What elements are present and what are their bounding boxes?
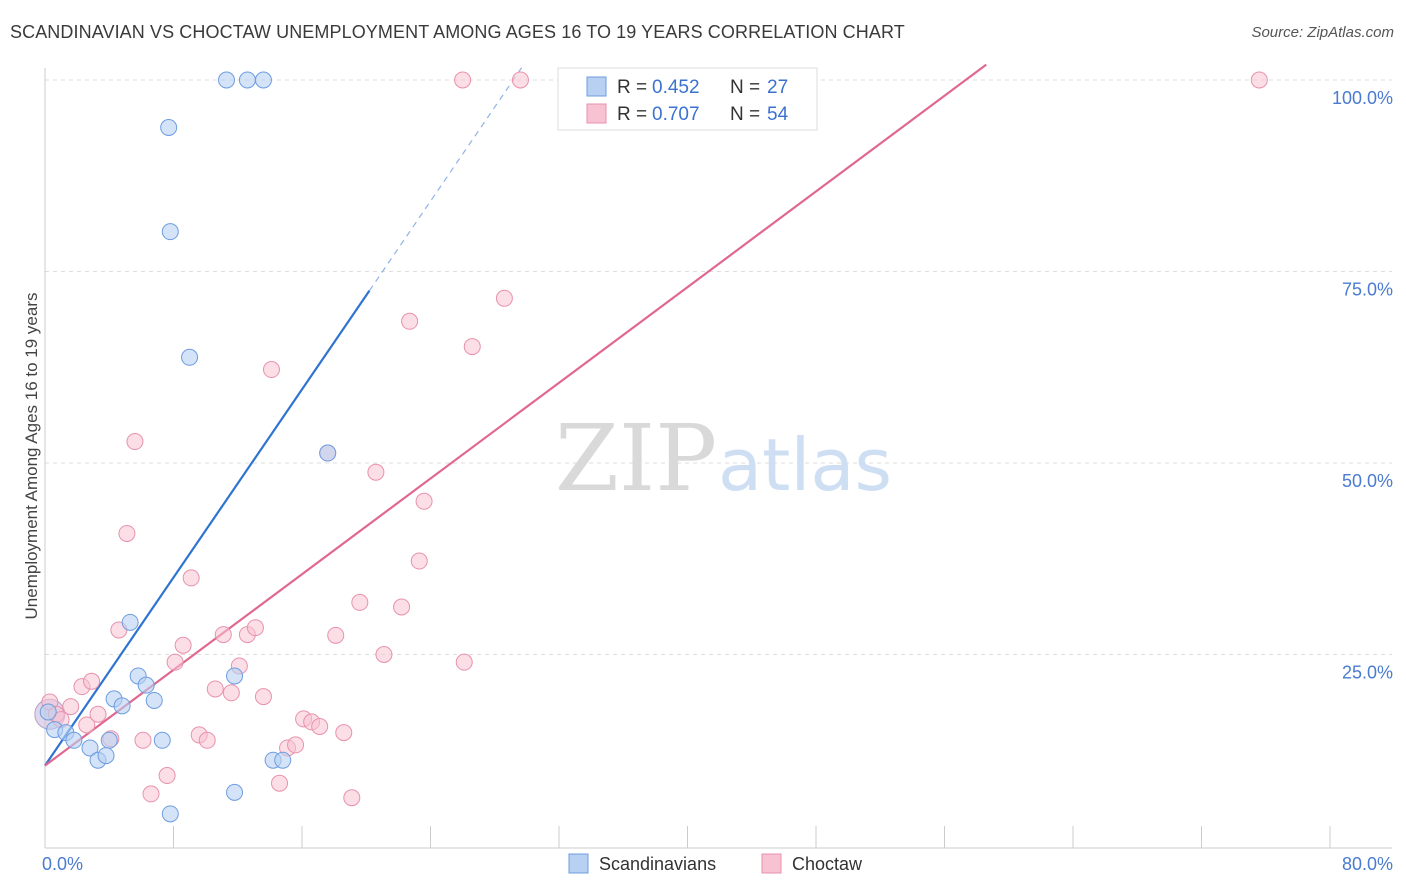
- point-choctaw-27: [262, 361, 280, 379]
- point-choctaw-44: [415, 492, 433, 510]
- chart-title: SCANDINAVIAN VS CHOCTAW UNEMPLOYMENT AMO…: [10, 22, 905, 42]
- point-scandinavians-0: [39, 703, 57, 721]
- legend-swatch-choctaw: [586, 103, 607, 124]
- point-choctaw-42: [401, 312, 419, 330]
- point-choctaw-5: [83, 672, 101, 690]
- point-choctaw-26: [254, 688, 272, 706]
- point-choctaw-6: [78, 716, 96, 734]
- series-legend: Scandinavians Choctaw: [568, 853, 863, 874]
- trend-line-choctaw: [44, 63, 987, 767]
- point-scandinavians-26: [319, 444, 337, 462]
- y-tick-label-1: 50.0%: [1342, 471, 1393, 491]
- point-scandinavians-22: [226, 783, 244, 801]
- legend-n-value-1: 27: [767, 77, 788, 98]
- point-choctaw-11: [126, 433, 144, 451]
- point-choctaw-41: [393, 598, 411, 616]
- correlation-legend: R = 0.452 N = 27 R = 0.707 N = 54: [557, 67, 818, 131]
- tick-labels: 25.0% 50.0% 75.0% 100.0% 0.0% 80.0%: [42, 88, 1393, 874]
- legend-swatch-scandinavians: [586, 76, 607, 97]
- point-choctaw-43: [410, 552, 428, 570]
- point-scandinavians-25: [274, 751, 292, 769]
- y-tick-label-3: 100.0%: [1332, 88, 1393, 108]
- trend-lines: [44, 63, 987, 767]
- point-scandinavians-4: [81, 739, 99, 757]
- point-scandinavians-13: [145, 691, 163, 709]
- gridlines: [45, 79, 1392, 655]
- point-scandinavians-17: [161, 223, 179, 241]
- point-scandinavians-16: [160, 118, 178, 136]
- y-tick-label-0: 25.0%: [1342, 663, 1393, 683]
- point-scandinavians-9: [113, 697, 131, 715]
- point-choctaw-25: [246, 619, 264, 637]
- point-choctaw-20: [206, 680, 224, 698]
- point-scandinavians-20: [238, 71, 256, 89]
- axes: [44, 68, 1392, 849]
- watermark: ZIP atlas: [555, 405, 892, 512]
- point-choctaw-3: [62, 698, 80, 716]
- point-choctaw-53: [1250, 71, 1268, 89]
- point-choctaw-36: [335, 724, 353, 742]
- point-scandinavians-15: [161, 805, 179, 823]
- point-choctaw-48: [495, 289, 513, 307]
- point-scandinavians-7: [97, 747, 115, 765]
- legend-r-label-2: R =: [617, 104, 647, 125]
- point-scandinavians-19: [218, 71, 236, 89]
- watermark-zip: ZIP: [555, 405, 717, 512]
- legend-r-value-2: 0.707: [652, 104, 700, 125]
- point-choctaw-40: [375, 646, 393, 663]
- point-choctaw-30: [287, 736, 305, 754]
- point-scandinavians-12: [137, 676, 155, 694]
- point-scandinavians-10: [121, 613, 139, 631]
- watermark-atlas: atlas: [718, 423, 892, 507]
- legend-r-value-1: 0.452: [652, 77, 700, 98]
- point-choctaw-13: [142, 785, 160, 803]
- legend-n-label-1: N =: [730, 77, 760, 98]
- point-choctaw-14: [158, 767, 176, 785]
- point-choctaw-49: [511, 71, 529, 89]
- bottom-legend-swatch-scandinavians: [568, 853, 589, 874]
- point-choctaw-38: [351, 593, 369, 611]
- trend-line-scandinavians: [44, 290, 371, 767]
- point-choctaw-16: [174, 636, 192, 654]
- bottom-legend-choctaw: Choctaw: [792, 854, 863, 874]
- trend-line-scandinavians-extension: [368, 64, 525, 291]
- point-choctaw-15: [166, 653, 184, 671]
- point-choctaw-35: [327, 626, 345, 644]
- y-axis-label: Unemployment Among Ages 16 to 19 years: [22, 293, 41, 620]
- point-scandinavians-3: [65, 731, 83, 749]
- point-choctaw-39: [367, 463, 385, 481]
- point-choctaw-21: [214, 626, 232, 644]
- point-choctaw-7: [89, 705, 107, 723]
- point-choctaw-17: [182, 569, 200, 587]
- point-choctaw-19: [198, 731, 216, 749]
- bottom-legend-scandinavians: Scandinavians: [599, 854, 716, 874]
- legend-r-label-1: R =: [617, 77, 647, 98]
- point-choctaw-37: [343, 789, 361, 807]
- legend-n-label-2: N =: [730, 104, 760, 125]
- bottom-legend-swatch-choctaw: [761, 853, 782, 874]
- point-choctaw-22: [222, 684, 240, 702]
- point-scandinavians-21: [254, 71, 272, 89]
- point-scandinavians-23: [226, 667, 244, 685]
- point-choctaw-28: [271, 774, 289, 792]
- point-choctaw-10: [118, 524, 136, 542]
- point-scandinavians-6: [100, 731, 118, 749]
- point-choctaw-12: [134, 731, 152, 749]
- point-choctaw-33: [311, 718, 329, 736]
- x-tick-label-0: 0.0%: [42, 854, 83, 874]
- chart-source: Source: ZipAtlas.com: [1251, 24, 1394, 41]
- x-tick-label-1: 80.0%: [1342, 854, 1393, 874]
- legend-n-value-2: 54: [767, 104, 789, 125]
- point-scandinavians-18: [181, 348, 199, 366]
- point-choctaw-47: [454, 71, 472, 89]
- y-tick-label-2: 75.0%: [1342, 280, 1393, 300]
- point-choctaw-45: [455, 653, 473, 671]
- point-scandinavians-14: [153, 731, 171, 749]
- point-choctaw-46: [463, 338, 481, 356]
